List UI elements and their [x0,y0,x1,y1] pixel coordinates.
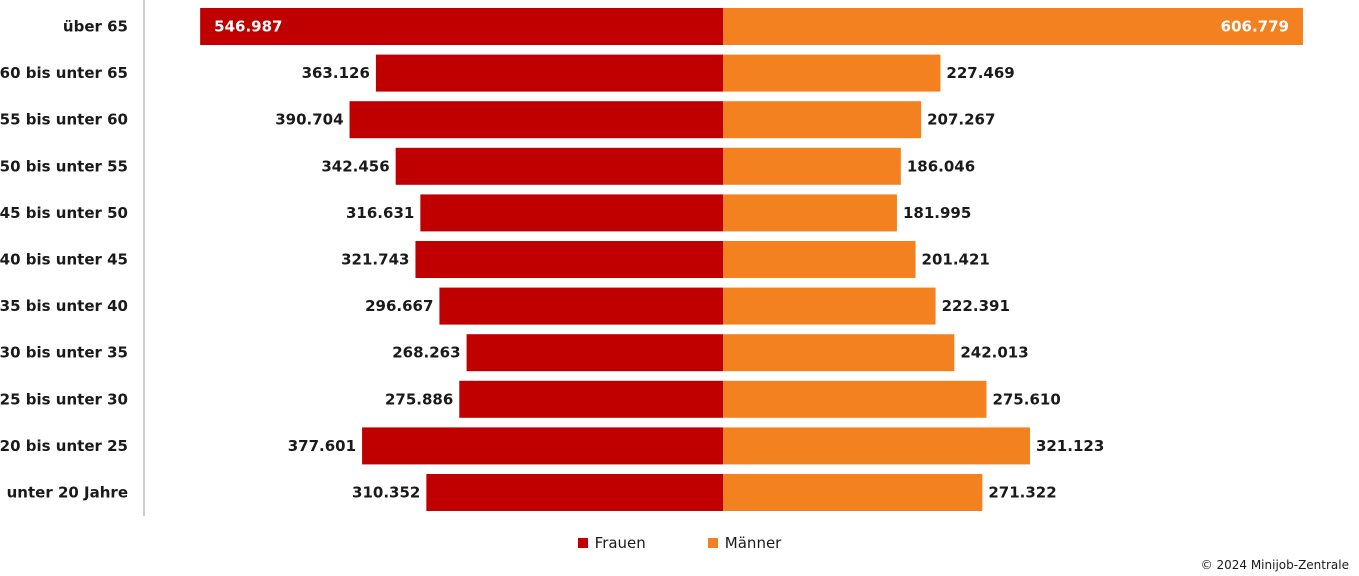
value-label-maenner: 186.046 [907,157,975,175]
bar-maenner [723,334,955,372]
category-label: 30 bis unter 35 [0,344,128,362]
value-label-maenner: 242.013 [960,344,1028,362]
value-label-maenner: 321.123 [1036,437,1104,455]
bar-maenner [723,241,916,278]
bar-maenner [723,194,897,232]
value-label-frauen: 546.987 [214,18,282,36]
value-label-maenner: 181.995 [903,204,971,222]
value-label-maenner: 201.421 [922,251,990,269]
category-label: 25 bis unter 30 [0,390,128,408]
category-label: über 65 [63,18,128,36]
bar-maenner [723,287,936,325]
bar-frauen [415,241,723,278]
bar-frauen [426,474,723,511]
population-pyramid-chart: über 65 546.987 606.779 60 bis unter 65 363.… [0,0,1303,516]
bar-frauen [395,147,723,185]
legend-label-frauen: Frauen [594,534,646,552]
bar-frauen [439,287,723,325]
category-label: 55 bis unter 60 [0,111,128,129]
category-label: 20 bis unter 25 [0,437,128,455]
bar-maenner [723,54,941,92]
value-label-frauen: 390.704 [275,111,343,129]
value-label-frauen: 268.263 [392,344,460,362]
bar-frauen [459,380,723,418]
bar-maenner [723,101,922,139]
value-label-frauen: 377.601 [288,437,356,455]
value-label-frauen: 275.886 [385,390,453,408]
value-label-frauen: 310.352 [352,484,420,502]
value-label-frauen: 342.456 [321,157,389,175]
bar-frauen [375,54,723,92]
legend-item-maenner: Männer [707,534,782,552]
value-label-frauen: 316.631 [346,204,414,222]
value-label-maenner: 227.469 [946,64,1014,82]
category-label: 60 bis unter 65 [0,64,128,82]
category-label: 45 bis unter 50 [0,204,128,222]
value-label-maenner: 222.391 [942,297,1010,315]
value-label-maenner: 606.779 [1221,18,1289,36]
value-label-maenner: 207.267 [927,111,995,129]
value-label-frauen: 363.126 [302,64,370,82]
category-label: 35 bis unter 40 [0,297,128,315]
bar-maenner [723,380,987,418]
category-label: 50 bis unter 55 [0,157,128,175]
bar-maenner [723,8,1303,45]
category-label: 40 bis unter 45 [0,251,128,269]
value-label-maenner: 275.610 [992,390,1060,408]
legend-swatch-frauen [577,538,588,548]
category-label: unter 20 Jahre [7,484,128,502]
value-label-maenner: 271.322 [988,484,1056,502]
copyright-notice: © 2024 Minijob-Zentrale [1200,558,1349,572]
bar-frauen [466,334,723,372]
legend: Frauen Männer [0,532,1359,554]
bar-maenner [723,147,901,185]
bar-frauen [362,427,723,465]
bar-maenner [723,427,1030,465]
bar-maenner [723,474,983,511]
legend-swatch-maenner [707,538,718,548]
legend-label-maenner: Männer [724,534,782,552]
legend-item-frauen: Frauen [577,534,646,552]
value-label-frauen: 321.743 [341,251,409,269]
bar-frauen [200,8,723,45]
bar-frauen [349,101,723,139]
value-label-frauen: 296.667 [365,297,433,315]
bar-frauen [420,194,723,232]
